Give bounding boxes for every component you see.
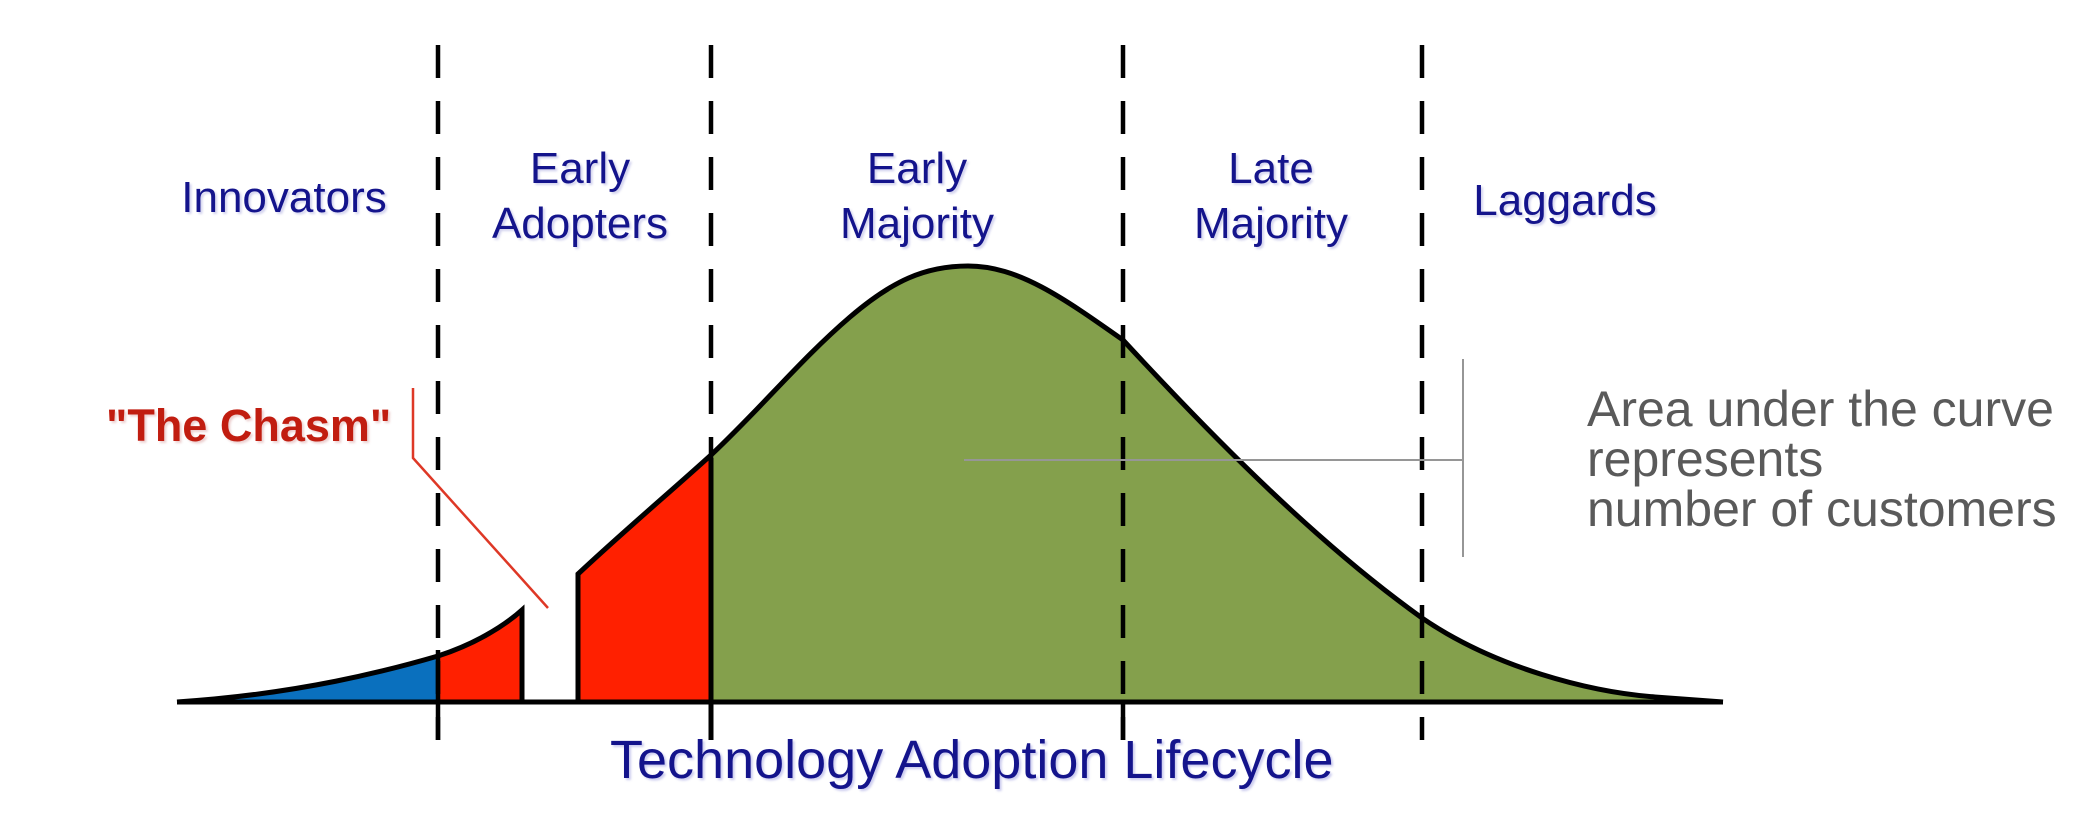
segment-label-line: Innovators — [181, 173, 387, 222]
segment-label-line: Adopters — [491, 199, 669, 248]
segment-label-line: Laggards — [1473, 176, 1657, 225]
chasm-annotation: "The Chasm" — [106, 400, 392, 451]
segment-label-line: Majority — [1193, 199, 1349, 248]
segment-label-line: Early — [866, 144, 968, 193]
innovators-blue-area — [177, 656, 438, 702]
area-note-line: represents — [1587, 431, 1824, 487]
left-hump-outline — [176, 604, 525, 705]
segment-label-innovators: Innovators — [181, 170, 386, 225]
area-note-line: Area under the curve — [1587, 381, 2054, 437]
chasm-pointer-line — [411, 388, 549, 609]
segment-label-early-adopters: Early Adopters — [492, 141, 668, 251]
segment-label-laggards: Laggards — [1473, 173, 1656, 228]
diagram-title: Technology Adoption Lifecycle — [610, 730, 1334, 790]
segment-label-late-majority: Late Majority — [1194, 141, 1348, 251]
majority-green-area — [711, 266, 1723, 702]
area-under-curve-note: Area under the curve represents number o… — [1587, 384, 2057, 534]
area-note-line: number of customers — [1587, 481, 2057, 537]
segment-label-line: Late — [1228, 144, 1314, 193]
segment-label-line: Majority — [839, 199, 995, 248]
segment-label-early-majority: Early Majority — [840, 141, 994, 251]
segment-label-line: Early — [529, 144, 631, 193]
